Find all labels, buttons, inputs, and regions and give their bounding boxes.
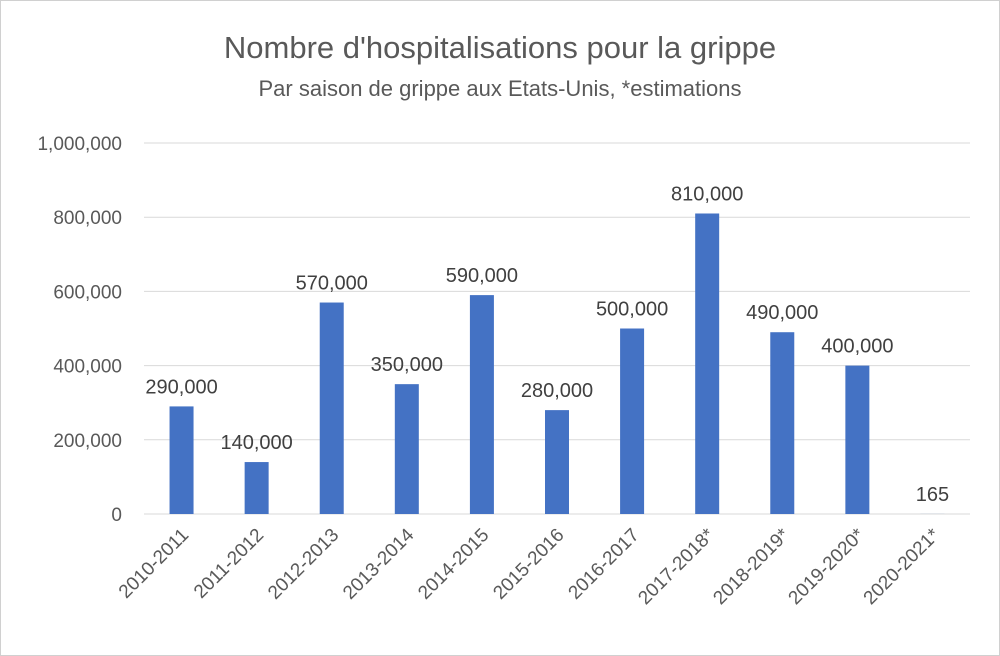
y-axis-ticks: 0 200,000 400,000 600,000 800,000 1,000,000 (37, 134, 122, 526)
data-label: 140,000 (220, 432, 292, 454)
bar (394, 384, 419, 514)
data-label: 400,000 (821, 336, 893, 358)
data-label: 810,000 (671, 183, 743, 205)
data-label: 500,000 (596, 299, 668, 321)
x-axis-ticks: 2010-20112011-20122012-20132013-20142014… (115, 524, 944, 609)
data-label: 490,000 (746, 302, 818, 324)
bar (244, 462, 269, 514)
bar (545, 410, 569, 514)
x-tick-label: 2020-2021* (860, 524, 945, 609)
chart-title: Nombre d'hospitalisations pour la grippe (223, 30, 777, 65)
x-tick-label: 2014-2015 (414, 525, 493, 604)
data-labels: 290,000 140,000 570,000 350,000 590,000 280,0… (145, 183, 949, 505)
bars (169, 213, 945, 515)
bar (770, 332, 795, 514)
y-tick-label: 1,000,000 (37, 134, 122, 155)
data-label: 290,000 (145, 376, 217, 398)
bar (845, 365, 870, 514)
y-tick-label: 600,000 (53, 282, 122, 303)
bar (695, 213, 720, 515)
y-tick-label: 0 (111, 505, 122, 526)
x-tick-label: 2019-2020* (785, 524, 870, 609)
data-label: 570,000 (296, 273, 368, 295)
x-tick-label: 2012-2013 (264, 525, 343, 604)
bar (620, 328, 645, 514)
data-label: 350,000 (371, 354, 443, 376)
x-tick-label: 2015-2016 (489, 525, 568, 604)
data-label: 590,000 (446, 265, 518, 287)
y-tick-label: 400,000 (53, 357, 122, 378)
y-tick-label: 200,000 (53, 431, 122, 452)
x-tick-label: 2016-2017 (565, 525, 644, 604)
x-tick-label: 2013-2014 (339, 524, 418, 603)
data-label: 165 (916, 484, 949, 506)
x-tick-label: 2018-2019* (709, 524, 794, 609)
bar (169, 406, 194, 514)
bar (319, 302, 344, 514)
x-tick-label: 2011-2012 (190, 525, 268, 603)
bar (469, 295, 494, 514)
y-tick-label: 800,000 (53, 208, 122, 229)
data-label: 280,000 (521, 380, 593, 402)
chart-subtitle: Par saison de grippe aux Etats-Unis, *es… (258, 76, 742, 101)
x-tick-label: 2010-2011 (115, 525, 193, 603)
x-tick-label: 2017-2018* (634, 524, 719, 609)
